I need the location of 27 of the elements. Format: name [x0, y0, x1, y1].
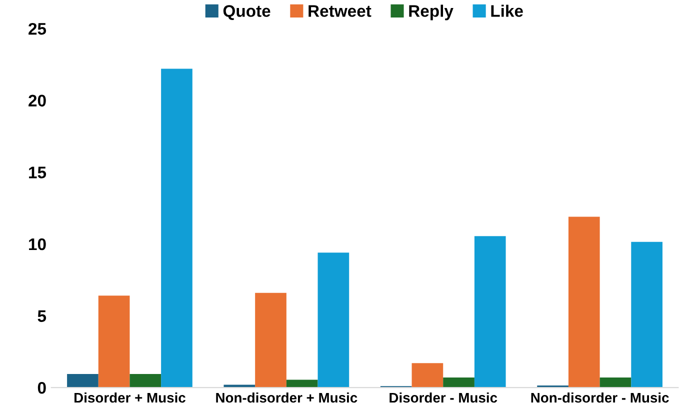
- bar: [568, 216, 600, 388]
- bar: [161, 68, 192, 388]
- y-tick-label: 0: [38, 382, 46, 394]
- y-tick-label: 10: [29, 238, 46, 250]
- bar: [130, 374, 162, 388]
- bar: [474, 236, 506, 388]
- bar: [255, 292, 286, 388]
- y-tick-label: 25: [28, 22, 46, 35]
- legend-label: Like: [491, 4, 523, 17]
- x-tick-label: Disorder - Music: [390, 392, 498, 403]
- bar: [631, 242, 662, 388]
- x-tick-label: Disorder + Music: [74, 392, 186, 403]
- bar: [98, 296, 130, 388]
- y-tick-label: 5: [38, 310, 46, 322]
- y-tick-label: 15: [29, 166, 46, 178]
- bar: [286, 380, 318, 388]
- legend-label: Reply: [409, 4, 454, 20]
- bar: [318, 252, 350, 388]
- y-tick-label: 20: [28, 94, 46, 107]
- x-tick-label: Non-disorder + Music: [216, 392, 358, 403]
- bar: [600, 378, 632, 388]
- bar: [443, 378, 474, 388]
- legend-label: Quote: [223, 5, 270, 20]
- legend-label: Retweet: [308, 5, 372, 17]
- x-tick-label: Non-disorder - Music: [531, 392, 669, 403]
- bar: [67, 374, 98, 388]
- bar: [412, 363, 444, 388]
